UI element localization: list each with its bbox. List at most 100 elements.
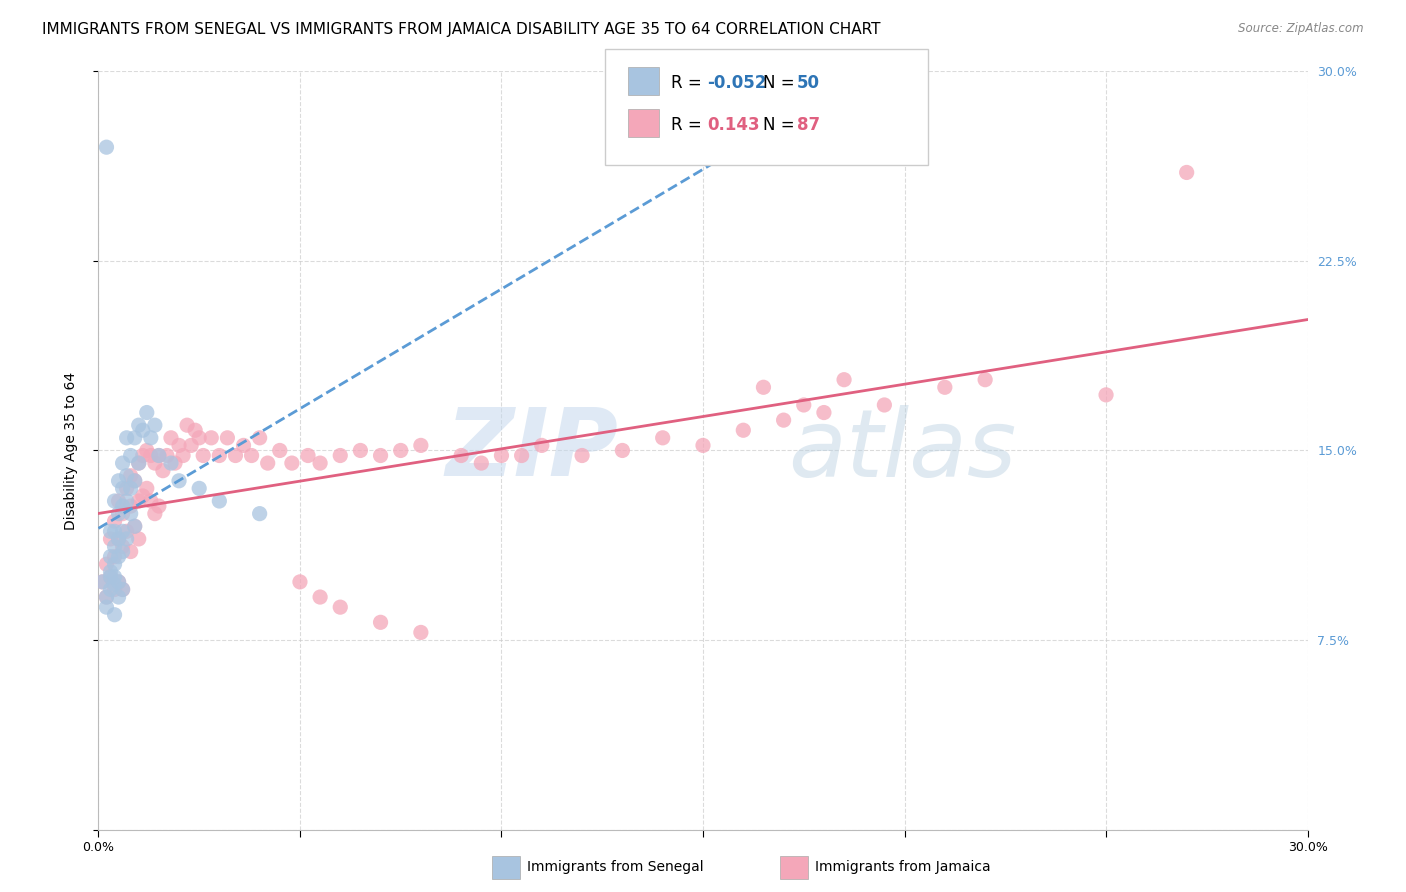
Point <box>329 600 352 615</box>
Point <box>208 494 231 508</box>
Point <box>240 449 263 463</box>
Point <box>249 431 271 445</box>
Point <box>96 600 118 615</box>
Point <box>103 549 125 564</box>
Point <box>167 438 190 452</box>
Point <box>103 524 125 539</box>
Point <box>349 443 371 458</box>
Point <box>160 456 183 470</box>
Point <box>193 449 215 463</box>
Point <box>96 557 118 572</box>
Point <box>103 540 125 554</box>
Point <box>103 514 125 528</box>
Point <box>139 431 162 445</box>
Point <box>135 482 157 496</box>
Y-axis label: Disability Age 35 to 64: Disability Age 35 to 64 <box>63 371 77 530</box>
Point <box>107 549 129 564</box>
Point <box>297 449 319 463</box>
Point <box>160 431 183 445</box>
Point <box>793 398 815 412</box>
Point <box>370 449 392 463</box>
Point <box>409 625 432 640</box>
Point <box>188 431 211 445</box>
Point <box>100 582 122 597</box>
Point <box>370 615 392 630</box>
Point <box>491 449 513 463</box>
Point <box>132 423 155 437</box>
Point <box>450 449 472 463</box>
Point <box>103 577 125 591</box>
Point <box>111 456 134 470</box>
Text: N =: N = <box>763 74 800 92</box>
Point <box>974 373 997 387</box>
Text: IMMIGRANTS FROM SENEGAL VS IMMIGRANTS FROM JAMAICA DISABILITY AGE 35 TO 64 CORRE: IMMIGRANTS FROM SENEGAL VS IMMIGRANTS FR… <box>42 22 880 37</box>
Point <box>934 380 956 394</box>
Point <box>139 494 162 508</box>
Point <box>96 590 118 604</box>
Point <box>100 570 122 584</box>
Point <box>128 418 150 433</box>
Point <box>288 574 311 589</box>
Point <box>120 449 142 463</box>
Point <box>103 582 125 597</box>
Point <box>143 507 166 521</box>
Point <box>143 456 166 470</box>
Point <box>111 524 134 539</box>
Point <box>107 474 129 488</box>
Point <box>163 456 186 470</box>
Point <box>111 582 134 597</box>
Text: atlas: atlas <box>787 405 1017 496</box>
Point <box>232 438 254 452</box>
Point <box>128 456 150 470</box>
Point <box>148 449 170 463</box>
Point <box>733 423 755 437</box>
Point <box>1095 388 1118 402</box>
Point <box>107 532 129 546</box>
Point <box>103 557 125 572</box>
Point <box>100 532 122 546</box>
Point <box>111 540 134 554</box>
Text: N =: N = <box>763 116 800 134</box>
Text: 0.143: 0.143 <box>707 116 759 134</box>
Point <box>139 449 162 463</box>
Point <box>167 474 190 488</box>
Text: 87: 87 <box>797 116 820 134</box>
Point <box>115 431 138 445</box>
Point <box>281 456 304 470</box>
Point <box>91 574 114 589</box>
Point <box>143 418 166 433</box>
Point <box>148 449 170 463</box>
Point <box>120 482 142 496</box>
Point <box>200 431 222 445</box>
Point <box>115 524 138 539</box>
Point <box>124 519 146 533</box>
Point <box>128 456 150 470</box>
Point <box>208 449 231 463</box>
Point <box>135 443 157 458</box>
Point <box>470 456 492 470</box>
Point <box>1175 165 1198 179</box>
Point <box>873 398 896 412</box>
Text: Immigrants from Jamaica: Immigrants from Jamaica <box>815 860 991 874</box>
Point <box>156 449 179 463</box>
Point <box>128 494 150 508</box>
Point <box>111 482 134 496</box>
Point <box>100 524 122 539</box>
Point <box>172 449 194 463</box>
Point <box>832 373 855 387</box>
Text: R =: R = <box>671 116 707 134</box>
Point <box>651 431 673 445</box>
Text: ZIP: ZIP <box>446 404 619 497</box>
Point <box>135 405 157 420</box>
Point <box>530 438 553 452</box>
Text: Source: ZipAtlas.com: Source: ZipAtlas.com <box>1239 22 1364 36</box>
Point <box>100 549 122 564</box>
Point <box>107 590 129 604</box>
Point <box>224 449 246 463</box>
Text: R =: R = <box>671 74 707 92</box>
Point <box>120 507 142 521</box>
Point <box>100 570 122 584</box>
Point <box>148 499 170 513</box>
Point <box>152 464 174 478</box>
Point <box>176 418 198 433</box>
